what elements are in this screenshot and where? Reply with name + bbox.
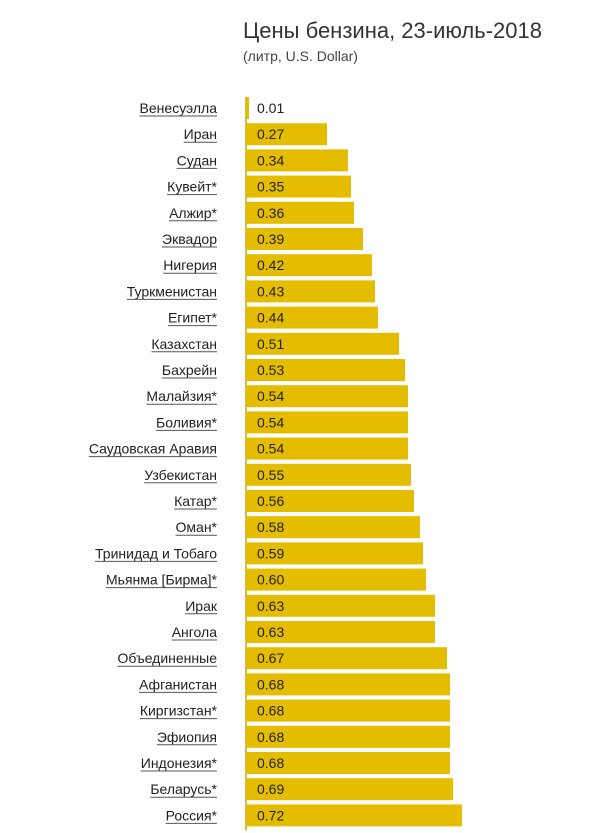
bar xyxy=(246,385,408,408)
bar xyxy=(246,804,462,827)
bar xyxy=(246,306,378,329)
category-label[interactable]: Бахрейн xyxy=(162,362,217,378)
bar xyxy=(246,97,249,119)
bar xyxy=(246,359,405,381)
value-label: 0.54 xyxy=(257,441,284,457)
value-label: 0.34 xyxy=(257,152,284,168)
category-label[interactable]: Узбекистан xyxy=(144,467,217,483)
category-label[interactable]: Туркменистан xyxy=(127,283,217,299)
value-label: 0.55 xyxy=(257,467,284,483)
category-label[interactable]: Ирак xyxy=(185,598,218,614)
bar xyxy=(246,542,423,565)
bar xyxy=(246,280,375,303)
bar xyxy=(246,437,408,460)
category-label[interactable]: Россия* xyxy=(166,807,218,823)
value-label: 0.42 xyxy=(257,257,284,273)
bar xyxy=(246,490,414,512)
bar xyxy=(246,201,354,224)
value-label: 0.72 xyxy=(257,807,284,823)
value-label: 0.60 xyxy=(257,572,284,588)
category-label[interactable]: Эфиопия xyxy=(157,729,217,745)
value-label: 0.68 xyxy=(257,729,284,745)
value-label: 0.39 xyxy=(257,231,284,247)
category-label[interactable]: Катар* xyxy=(174,493,217,509)
category-label[interactable]: Судан xyxy=(177,152,217,168)
value-label: 0.58 xyxy=(257,519,284,535)
bar xyxy=(246,594,435,617)
bar xyxy=(246,647,447,670)
bar xyxy=(246,228,363,250)
value-label: 0.43 xyxy=(257,283,284,299)
category-label[interactable]: Мьянма [Бирма]* xyxy=(106,572,218,588)
value-label: 0.67 xyxy=(257,650,284,666)
value-label: 0.69 xyxy=(257,781,284,797)
value-label: 0.53 xyxy=(257,362,284,378)
value-label: 0.36 xyxy=(257,205,284,221)
value-label: 0.59 xyxy=(257,545,284,561)
bar xyxy=(246,699,450,722)
category-label[interactable]: Иран xyxy=(184,126,217,142)
bar xyxy=(246,516,420,539)
bar xyxy=(246,332,399,355)
value-label: 0.63 xyxy=(257,624,284,640)
value-label: 0.27 xyxy=(257,126,284,142)
category-label[interactable]: Казахстан xyxy=(151,336,217,352)
category-label[interactable]: Ангола xyxy=(172,624,218,640)
category-label[interactable]: Киргизстан* xyxy=(140,703,218,719)
category-label[interactable]: Египет* xyxy=(168,310,218,326)
category-label[interactable]: Боливия* xyxy=(156,414,217,430)
bar xyxy=(246,175,351,198)
bar xyxy=(246,778,453,801)
value-label: 0.51 xyxy=(257,336,284,352)
value-label: 0.54 xyxy=(257,414,284,430)
value-label: 0.63 xyxy=(257,598,284,614)
category-label[interactable]: Кувейт* xyxy=(167,179,217,195)
bar xyxy=(246,621,435,643)
category-label[interactable]: Саудовская Аравия xyxy=(89,441,217,457)
bar xyxy=(246,673,450,696)
category-label[interactable]: Тринидад и Тобаго xyxy=(95,545,217,561)
bar xyxy=(246,411,408,434)
category-label[interactable]: Индонезия* xyxy=(141,755,218,771)
category-label[interactable]: Объединенные xyxy=(118,650,218,666)
value-label: 0.56 xyxy=(257,493,284,509)
value-label: 0.68 xyxy=(257,755,284,771)
bar xyxy=(246,568,426,591)
category-label[interactable]: Алжир* xyxy=(169,205,217,221)
value-label: 0.35 xyxy=(257,179,284,195)
category-label[interactable]: Венесуэлла xyxy=(140,100,218,116)
bar xyxy=(246,254,372,277)
value-label: 0.68 xyxy=(257,676,284,692)
category-label[interactable]: Эквадор xyxy=(162,231,217,247)
value-label: 0.54 xyxy=(257,388,284,404)
category-label[interactable]: Нигерия xyxy=(163,257,217,273)
bar xyxy=(246,123,327,146)
chart-title: Цены бензина, 23-июль-2018 xyxy=(243,18,542,43)
bar xyxy=(246,725,450,748)
bar xyxy=(246,463,411,486)
bar xyxy=(246,149,348,172)
category-label[interactable]: Малайзия* xyxy=(146,388,217,404)
category-label[interactable]: Оман* xyxy=(176,519,218,535)
bar xyxy=(246,752,450,774)
chart-subtitle: (литр, U.S. Dollar) xyxy=(243,48,358,64)
value-label: 0.44 xyxy=(257,310,284,326)
category-label[interactable]: Афганистан xyxy=(139,676,217,692)
value-label: 0.68 xyxy=(257,703,284,719)
value-label: 0.01 xyxy=(257,100,284,116)
category-label[interactable]: Беларусь* xyxy=(150,781,217,797)
